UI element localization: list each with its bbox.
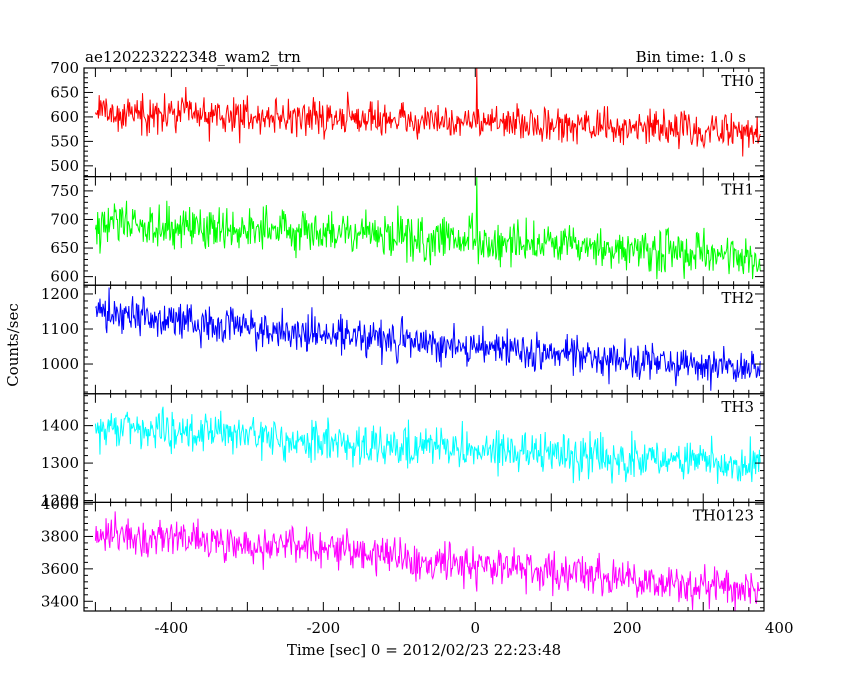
y-tick-label: 600 <box>50 108 79 126</box>
x-tick-label: -400 <box>155 619 189 637</box>
y-tick-label: 650 <box>50 83 79 101</box>
series-line-th3 <box>94 406 761 484</box>
panel-label-th2: TH2 <box>721 289 754 307</box>
series-line-th0 <box>94 68 761 157</box>
panel-frame-th0123 <box>83 501 765 612</box>
y-tick-label: 550 <box>50 132 79 150</box>
panel-label-th0123: TH0123 <box>693 506 754 524</box>
y-tick-label: 1100 <box>41 320 79 338</box>
panel-label-th3: TH3 <box>721 398 754 416</box>
y-tick-label: 3600 <box>41 560 79 578</box>
x-tick-label: -200 <box>306 619 340 637</box>
x-tick-label: 400 <box>765 619 794 637</box>
series-line-th1 <box>94 176 761 280</box>
y-tick-label: 1400 <box>41 417 79 435</box>
y-tick-label: 700 <box>50 210 79 228</box>
y-tick-label: 700 <box>50 59 79 77</box>
y-tick-label: 3800 <box>41 527 79 545</box>
y-tick-label: 750 <box>50 182 79 200</box>
y-axis-label: Counts/sec <box>4 303 22 387</box>
x-tick-label: 200 <box>613 619 642 637</box>
x-axis-label: Time [sec] 0 = 2012/02/23 22:23:48 <box>287 641 561 659</box>
y-tick-label: 4000 <box>41 495 79 513</box>
panel-label-th0: TH0 <box>721 72 754 90</box>
panels-group: TH0 500 550 600 650 700 TH1 600 650 700 750 TH2 1000… <box>41 59 794 637</box>
y-tick-label: 1000 <box>41 355 79 373</box>
bin-time-label: Bin time: 1.0 s <box>636 48 746 66</box>
y-tick-label: 650 <box>50 239 79 257</box>
chart-title: ae120223222348_wam2_trn <box>85 48 301 66</box>
panel-label-th1: TH1 <box>721 181 754 199</box>
series-line-th0123 <box>94 511 761 611</box>
series-line-th2 <box>95 287 761 391</box>
y-tick-label: 1200 <box>41 285 79 303</box>
y-tick-label: 500 <box>50 157 79 175</box>
y-tick-label: 1300 <box>41 454 79 472</box>
y-tick-label: 600 <box>50 268 79 286</box>
x-tick-label: 0 <box>471 619 481 637</box>
y-tick-label: 3400 <box>41 592 79 610</box>
y-tick-label: 1200 <box>41 492 79 510</box>
